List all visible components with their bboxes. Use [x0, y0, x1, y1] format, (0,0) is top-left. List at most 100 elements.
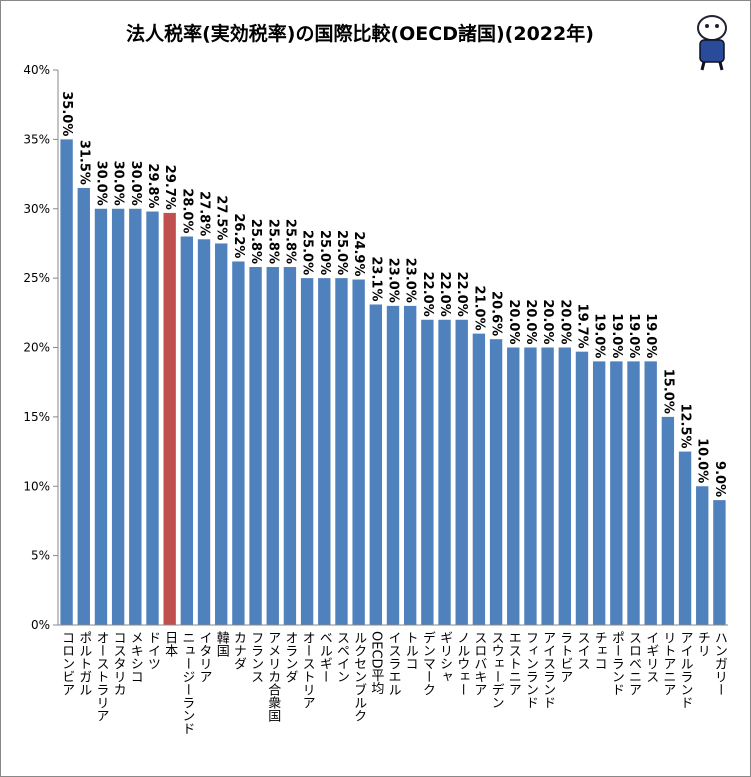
chart-title: 法人税率(実効税率)の国際比較(OECD諸国)(2022年) [126, 22, 594, 45]
value-label: 21.0% [471, 286, 486, 331]
bar [318, 278, 331, 625]
bar [129, 208, 142, 625]
bar [713, 500, 726, 625]
x-tick-label: スペイン [334, 631, 350, 683]
bar [111, 208, 125, 625]
x-tick-label: ベルギー [317, 631, 333, 683]
value-label: 20.6% [489, 291, 504, 336]
x-tick-label: OECD平均 [368, 631, 384, 695]
x-tick-label: スイス [574, 631, 589, 670]
x-tick-label: ハンガリー [712, 631, 727, 696]
x-tick-label: ノルウェー [454, 631, 469, 696]
bar [610, 361, 623, 625]
value-label: 19.0% [592, 313, 607, 358]
value-label: 25.8% [248, 219, 263, 264]
x-tick-label: フランス [248, 631, 263, 683]
bar [472, 333, 486, 625]
value-label: 25.0% [317, 230, 332, 275]
x-tick-label: オランダ [282, 631, 297, 683]
value-label: 25.0% [334, 230, 349, 275]
bar [146, 211, 159, 625]
bar [696, 486, 709, 625]
x-tick-label: コロンビア [59, 631, 74, 696]
value-label: 30.0% [111, 161, 126, 206]
x-tick-label: カナダ [231, 631, 246, 670]
bar [300, 278, 314, 625]
value-label: 23.0% [403, 258, 418, 303]
value-label: 30.0% [128, 161, 143, 206]
bar [438, 319, 451, 625]
value-label: 15.0% [660, 369, 675, 414]
value-label: 20.0% [540, 299, 555, 344]
value-label: 9.0% [712, 461, 727, 497]
bar [60, 139, 73, 625]
y-tick-label: 40% [23, 63, 50, 77]
bar [266, 267, 279, 625]
bar [352, 279, 365, 625]
x-tick-label: チェコ [592, 631, 607, 670]
bar [644, 361, 657, 625]
x-tick-label: 韓国 [214, 631, 230, 657]
bar [249, 267, 262, 625]
x-tick-label: ラトビア [557, 631, 572, 683]
value-label: 28.0% [179, 188, 194, 233]
bar [524, 347, 537, 625]
x-tick-label: イタリア [197, 631, 212, 683]
y-tick-label: 0% [31, 618, 50, 632]
bar [455, 319, 468, 625]
bar [507, 347, 520, 625]
value-label: 19.7% [574, 304, 589, 349]
value-label: 19.0% [626, 313, 641, 358]
x-tick-label: デンマーク [420, 631, 435, 696]
x-tick-label: アメリカ合衆国 [265, 631, 281, 722]
value-label: 22.0% [420, 272, 435, 317]
x-tick-label: イギリス [643, 631, 658, 683]
bar [678, 451, 692, 625]
bar [592, 361, 606, 625]
bar [541, 347, 554, 625]
bar [197, 239, 211, 625]
value-label: 26.2% [231, 213, 246, 258]
x-tick-label: ルクセンブルク [351, 631, 367, 722]
bar [232, 261, 245, 625]
value-label: 25.8% [282, 219, 297, 264]
bar [369, 304, 383, 625]
bar [403, 305, 417, 625]
value-label: 31.5% [76, 140, 91, 185]
bar [180, 236, 194, 625]
y-tick-label: 35% [23, 132, 50, 146]
bar [558, 347, 571, 625]
bar [283, 267, 297, 625]
bar [627, 361, 640, 625]
mascot-icon [697, 15, 727, 71]
value-label: 30.0% [93, 161, 108, 206]
bar [489, 339, 503, 625]
bar [421, 319, 434, 625]
value-label: 24.9% [351, 231, 366, 276]
value-label: 10.0% [695, 438, 710, 483]
bar [386, 305, 400, 625]
x-tick-label: オーストラリア [93, 631, 108, 722]
x-tick-label: ドイツ [145, 631, 160, 670]
x-tick-label: アイルランド [678, 631, 693, 709]
bar [77, 187, 90, 625]
bar [94, 208, 108, 625]
value-label: 20.0% [523, 299, 538, 344]
value-label: 25.0% [300, 230, 315, 275]
x-tick-label: ポーランド [609, 631, 624, 696]
value-label: 27.5% [214, 195, 229, 240]
x-tick-label: トルコ [403, 631, 418, 670]
x-tick-label: ギリシャ [437, 631, 452, 683]
y-tick-label: 10% [23, 479, 50, 493]
value-label: 19.0% [643, 313, 658, 358]
value-label: 29.7% [162, 165, 177, 210]
y-tick-label: 25% [23, 271, 50, 285]
x-tick-label: メキシコ [128, 631, 143, 683]
value-label: 35.0% [59, 91, 74, 136]
x-tick-label: スロベニア [626, 631, 642, 696]
x-tick-label: リトアニア [660, 631, 675, 696]
value-label: 20.0% [506, 299, 521, 344]
x-tick-label: ニュージーランド [179, 631, 194, 735]
y-tick-label: 30% [23, 202, 50, 216]
